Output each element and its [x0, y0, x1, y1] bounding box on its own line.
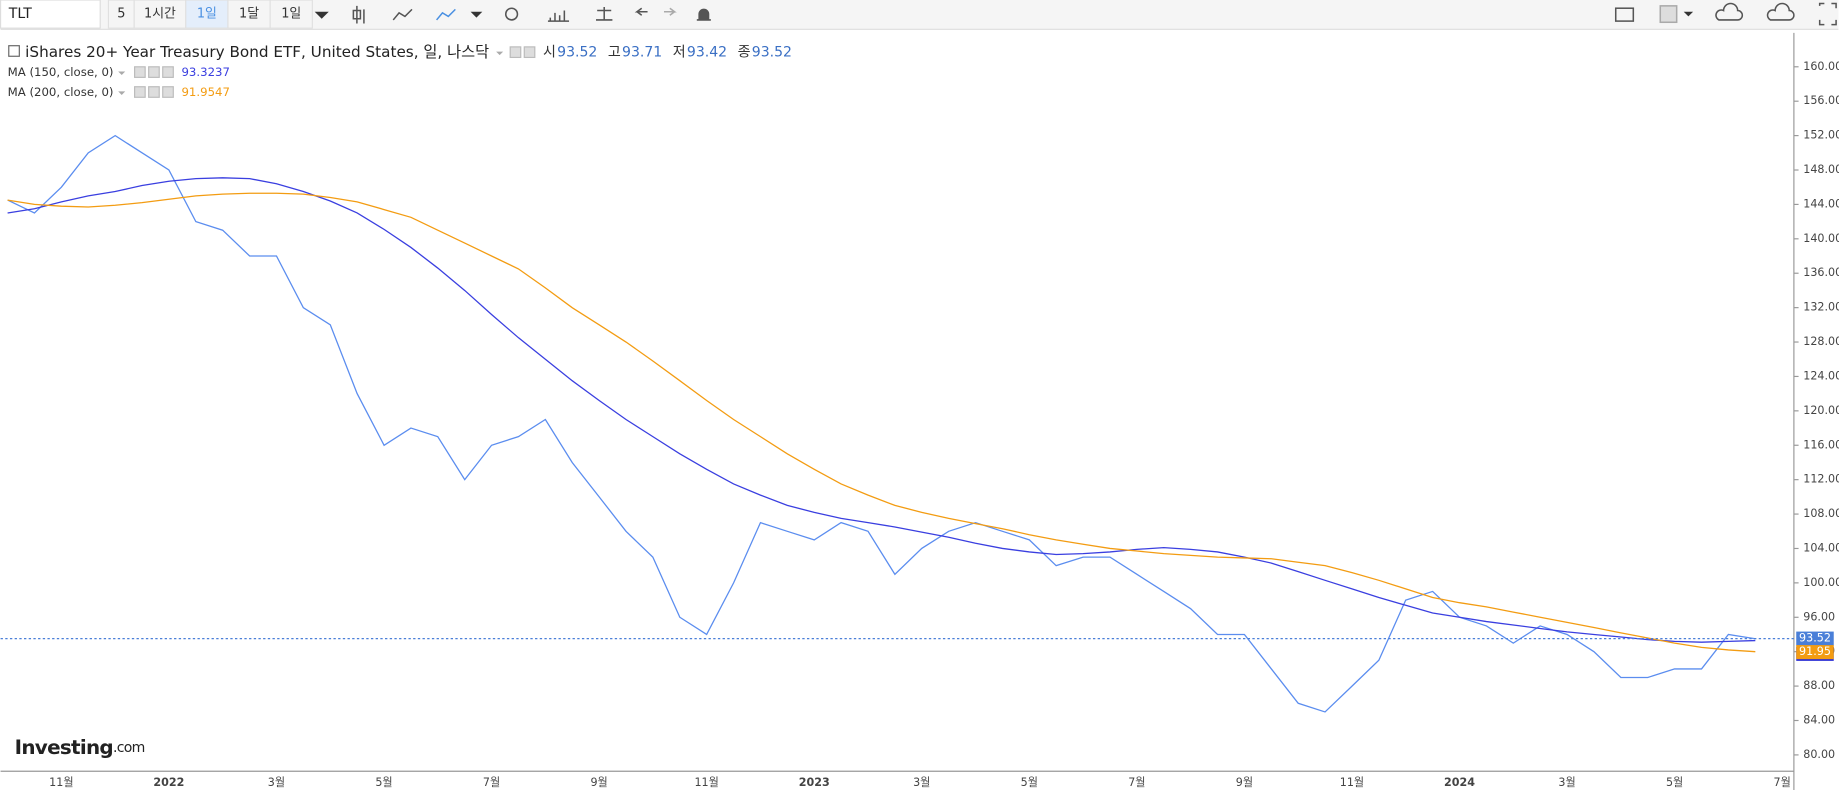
interval-button[interactable] — [133, 0, 187, 29]
x-tick-label: 3월 — [268, 776, 285, 789]
y-tick-label: 124.00 — [1803, 369, 1839, 382]
price-badge — [1796, 645, 1834, 660]
y-tick-label: 160.00 — [1803, 60, 1839, 73]
interval-label: 1달 — [239, 7, 259, 22]
price-badge-label: 91.95 — [1799, 645, 1831, 658]
x-tick-label: 7월 — [1128, 776, 1145, 789]
ohlc-value: 93.42 — [687, 45, 727, 61]
x-tick-label: 7월 — [483, 776, 500, 789]
ohlc-value: 93.52 — [752, 45, 792, 61]
legend-icon — [148, 66, 160, 78]
legend-entry: MA (200, close, 0) — [8, 85, 114, 99]
price-badge-label: 93.52 — [1799, 632, 1831, 645]
interval-button[interactable] — [269, 0, 313, 29]
interval-label: 1일 — [197, 7, 217, 22]
price-badge — [1796, 631, 1834, 646]
x-tick-label: 11월 — [1340, 776, 1364, 789]
y-tick-label: 84.00 — [1803, 713, 1835, 726]
x-tick-label: 3월 — [1558, 776, 1575, 789]
y-tick-label: 152.00 — [1803, 129, 1839, 142]
y-tick-label: 88.00 — [1803, 679, 1835, 692]
interval-button[interactable] — [227, 0, 271, 29]
price-line — [7, 134, 1756, 713]
interval-label: 1일 — [281, 7, 301, 22]
legend-icon — [162, 86, 174, 98]
legend-dropdown — [118, 71, 126, 76]
y-tick-label: 80.00 — [1803, 748, 1835, 761]
y-tick-label: 112.00 — [1803, 473, 1839, 486]
x-tick-label: 11월 — [694, 776, 718, 789]
collapse-icon[interactable] — [8, 45, 20, 57]
x-tick-label: 5월 — [375, 776, 392, 789]
ma-line — [7, 177, 1756, 643]
title-dropdown — [496, 51, 504, 56]
y-tick-label: 96.00 — [1803, 610, 1835, 623]
symbol-box[interactable] — [0, 0, 101, 29]
legend-icon — [134, 86, 146, 98]
ohlc-value: 93.71 — [622, 45, 662, 61]
legend-dropdown — [118, 91, 126, 95]
interval-label: 5 — [117, 7, 125, 22]
y-tick-label: 100.00 — [1803, 576, 1839, 589]
x-tick-label: 9월 — [590, 776, 607, 789]
ohlc-label: 고 — [608, 45, 621, 61]
logo: Investing.com — [15, 735, 145, 758]
legend-icon — [148, 86, 160, 98]
y-tick-label: 108.00 — [1803, 507, 1839, 520]
ohlc-label: 시 — [543, 45, 556, 61]
y-tick-label: 120.00 — [1803, 404, 1839, 417]
logo-suffix: .com — [113, 740, 145, 756]
legend-icon — [162, 66, 174, 78]
y-tick-label: 116.00 — [1803, 438, 1839, 451]
y-tick-label: 132.00 — [1803, 301, 1839, 314]
x-tick-label: 2024 — [1444, 776, 1475, 789]
y-tick-label: 104.00 — [1803, 541, 1839, 554]
logo-name: Investing — [15, 735, 113, 758]
legend-entry: MA (150, close, 0) — [8, 65, 114, 79]
ohlc-label: 저 — [673, 45, 686, 61]
y-tick-label: 136.00 — [1803, 266, 1839, 279]
y-tick-label: 140.00 — [1803, 232, 1839, 245]
x-tick-label: 7월 — [1774, 776, 1791, 789]
symbol: TLT — [8, 6, 32, 22]
x-tick-label: 2022 — [153, 776, 184, 789]
legend-icon — [509, 46, 522, 59]
legend-value: 93.3237 — [181, 65, 229, 79]
legend-icon — [523, 46, 536, 59]
x-tick-label: 9월 — [1236, 776, 1253, 789]
legend-icon — [134, 66, 146, 78]
x-tick-label: 3월 — [913, 776, 930, 789]
ma-line — [7, 192, 1756, 653]
ohlc-label: 종 — [738, 45, 751, 61]
y-tick-label: 144.00 — [1803, 197, 1839, 210]
x-tick-label: 11월 — [49, 776, 73, 789]
x-tick-label: 2023 — [799, 776, 830, 789]
toolbar-icons — [314, 2, 1837, 26]
x-tick-label: 5월 — [1021, 776, 1038, 789]
y-tick-label: 128.00 — [1803, 335, 1839, 348]
x-tick-label: 5월 — [1666, 776, 1683, 789]
legend-value: 91.9547 — [181, 85, 229, 99]
plot-area — [0, 32, 1794, 772]
y-tick-label: 156.00 — [1803, 94, 1839, 107]
chart-title: iShares 20+ Year Treasury Bond ETF, Unit… — [25, 43, 489, 61]
y-tick-label: 148.00 — [1803, 163, 1839, 176]
interval-label: 1시간 — [144, 7, 176, 22]
ohlc-value: 93.52 — [557, 45, 597, 61]
